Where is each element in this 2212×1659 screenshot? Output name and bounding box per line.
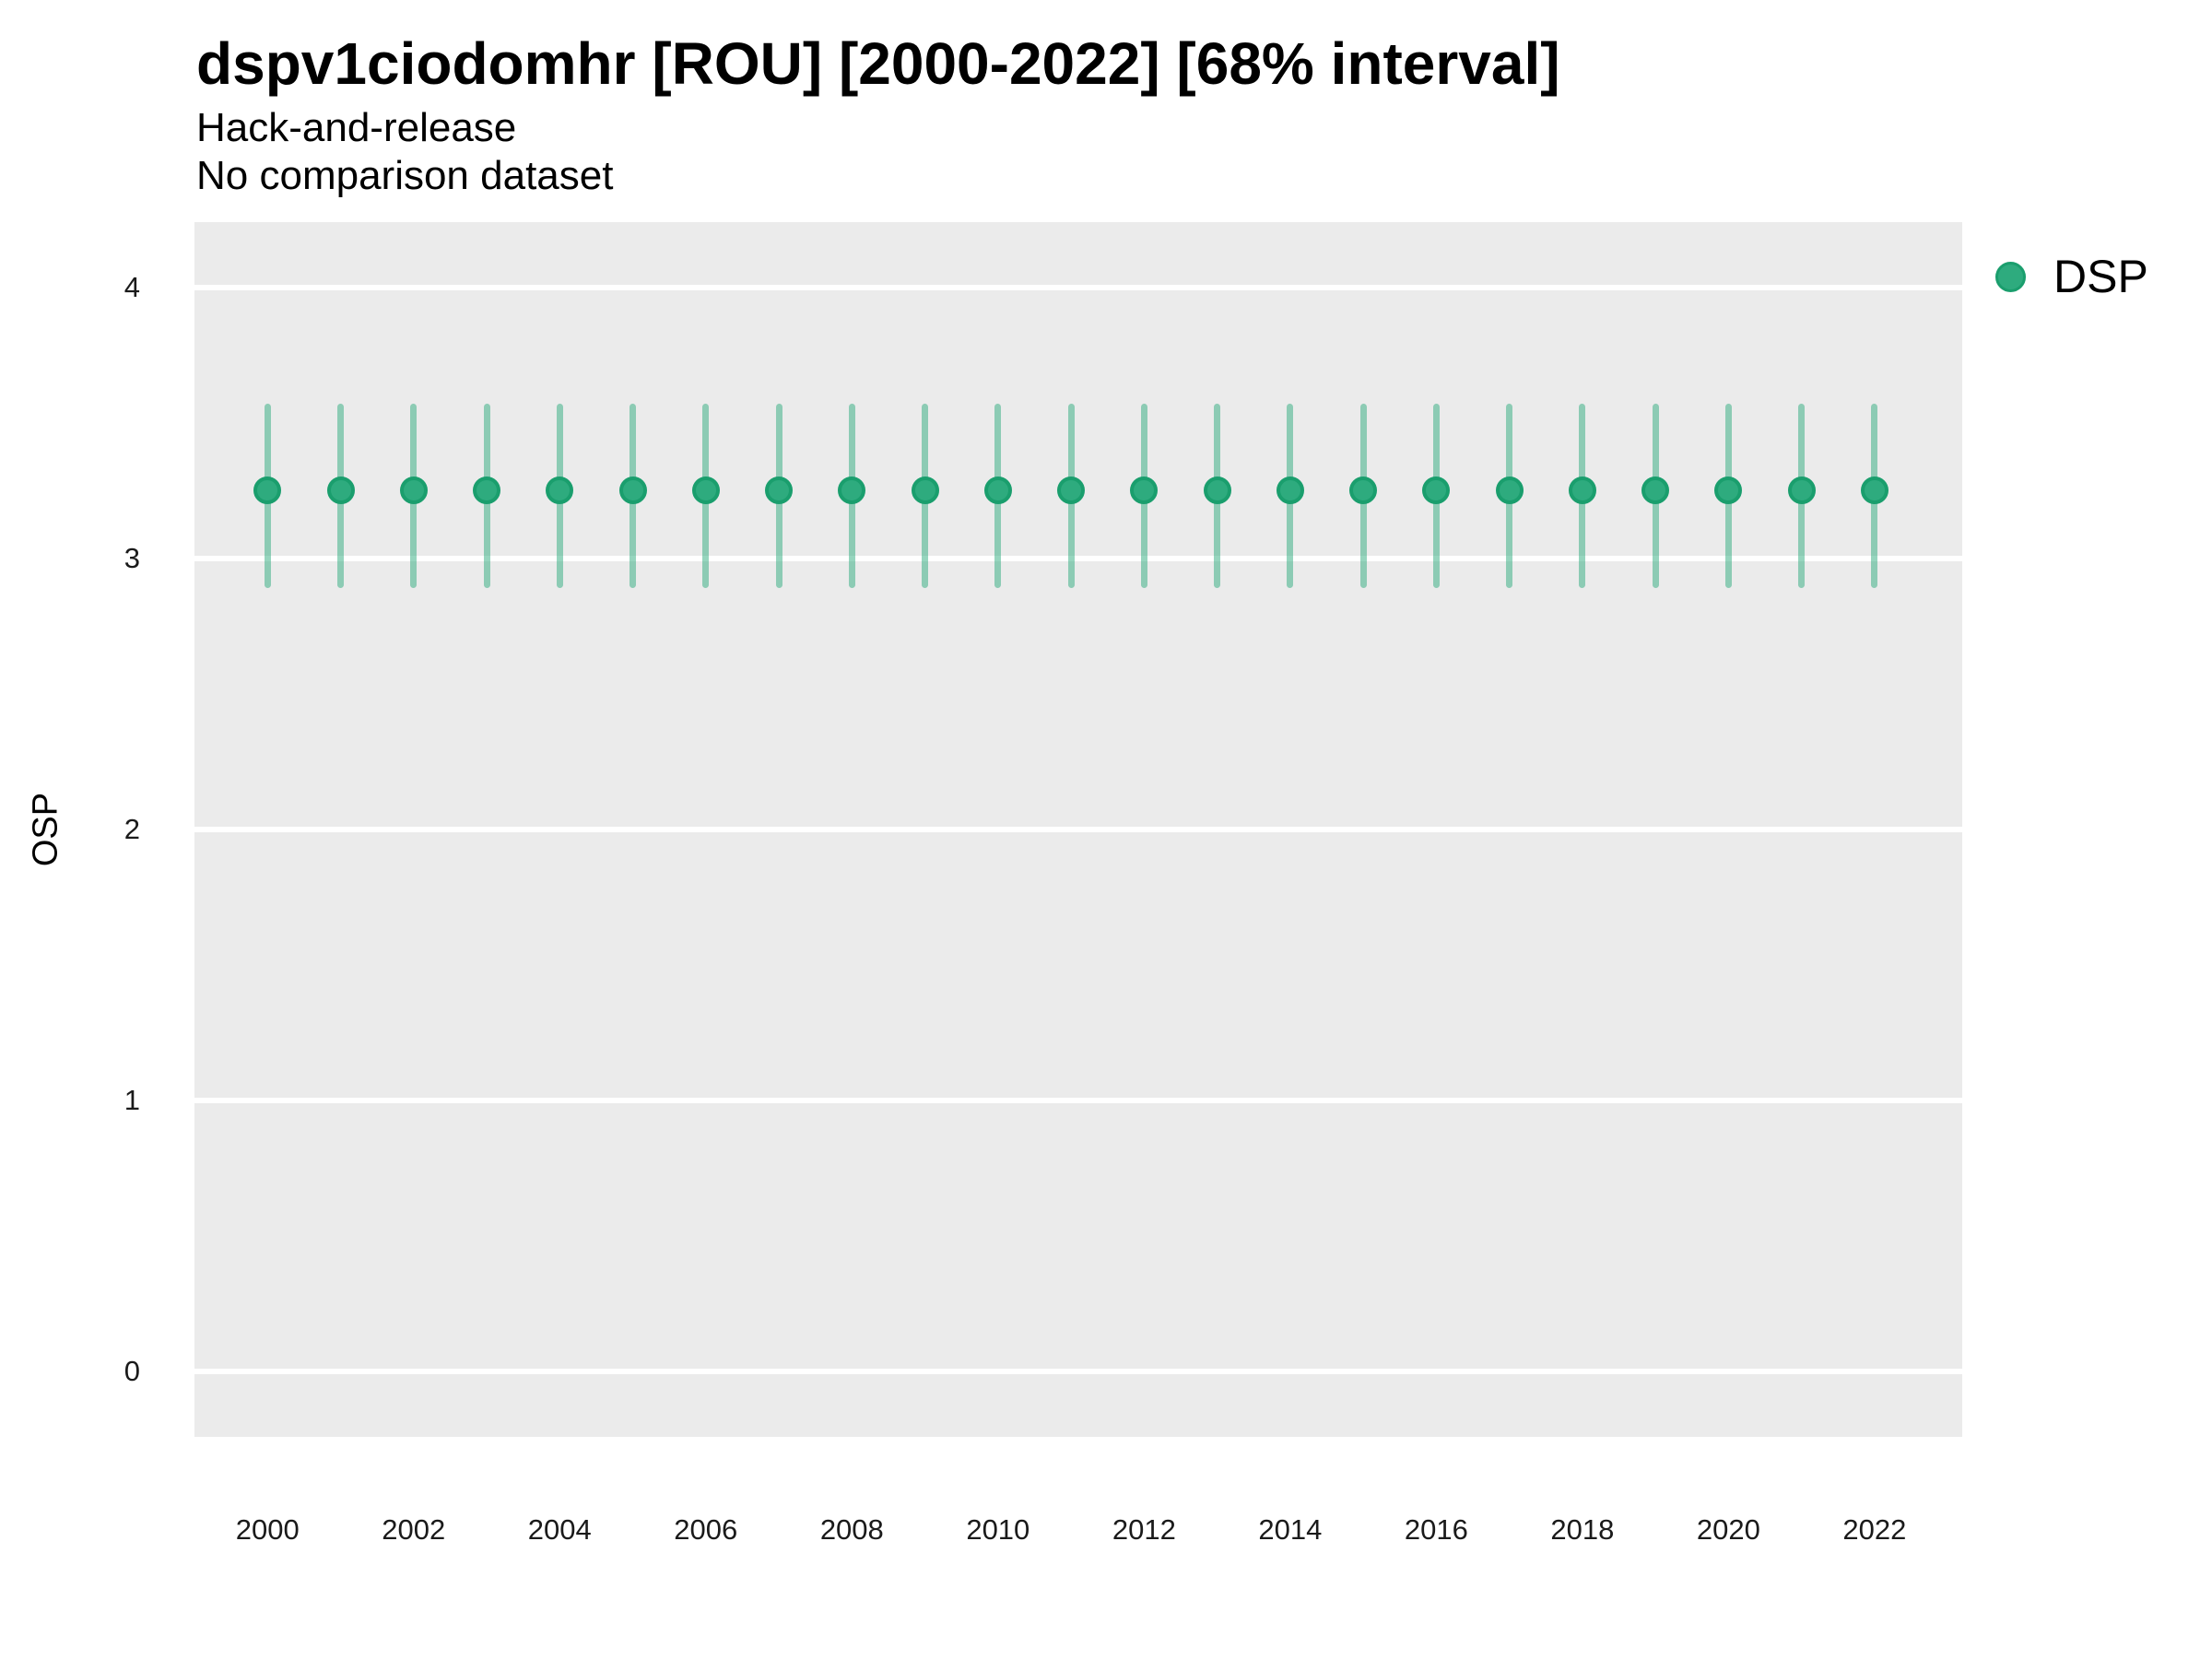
x-tick-label-2016: 2016 [1404,1513,1468,1546]
data-point-dsp-2000 [253,477,282,505]
data-point-dsp-2021 [1787,477,1816,505]
data-point-dsp-2018 [1568,477,1596,505]
data-point-dsp-2012 [1130,477,1159,505]
y-tick-label-3: 3 [124,541,140,574]
plot-panel [194,222,1962,1437]
legend-label: DSP [2053,251,2148,302]
gridline-y-1 [194,1098,1962,1104]
data-point-dsp-2008 [838,477,866,505]
y-tick-label-2: 2 [124,813,140,845]
chart-title: dspv1ciodomhr [ROU] [2000-2022] [68% int… [196,30,1560,97]
x-tick-label-2014: 2014 [1258,1513,1323,1546]
x-tick-label-2018: 2018 [1550,1513,1615,1546]
chart-subtitle-1: Hack-and-release [196,105,517,150]
x-tick-label-2022: 2022 [1842,1513,1907,1546]
data-point-dsp-2003 [473,477,501,505]
data-point-dsp-2006 [691,477,720,505]
data-point-dsp-2019 [1641,477,1670,505]
legend-marker-circle-icon [1995,262,2026,292]
x-tick-label-2020: 2020 [1696,1513,1760,1546]
x-tick-label-2000: 2000 [235,1513,300,1546]
y-tick-label-1: 1 [124,1084,140,1117]
y-tick-label-4: 4 [124,270,140,303]
data-point-dsp-2017 [1495,477,1524,505]
data-point-dsp-2016 [1422,477,1451,505]
data-point-dsp-2009 [911,477,939,505]
x-tick-label-2008: 2008 [819,1513,884,1546]
data-point-dsp-2013 [1203,477,1231,505]
gridline-y-4 [194,284,1962,290]
gridline-y-3 [194,555,1962,561]
data-point-dsp-2015 [1349,477,1378,505]
data-point-dsp-2022 [1860,477,1888,505]
data-point-dsp-2010 [983,477,1012,505]
data-point-dsp-2005 [618,477,647,505]
gridline-y-0 [194,1369,1962,1375]
data-point-dsp-2011 [1057,477,1086,505]
data-point-dsp-2001 [326,477,355,505]
data-point-dsp-2002 [399,477,428,505]
data-point-dsp-2020 [1714,477,1743,505]
y-tick-label-0: 0 [124,1355,140,1388]
x-tick-label-2012: 2012 [1112,1513,1176,1546]
x-tick-label-2004: 2004 [527,1513,592,1546]
x-tick-label-2006: 2006 [674,1513,738,1546]
x-tick-label-2010: 2010 [966,1513,1030,1546]
data-point-dsp-2014 [1276,477,1304,505]
x-tick-label-2002: 2002 [382,1513,446,1546]
gridline-y-2 [194,827,1962,832]
data-point-dsp-2004 [546,477,574,505]
data-point-dsp-2007 [765,477,794,505]
chart-subtitle-2: No comparison dataset [196,153,614,198]
